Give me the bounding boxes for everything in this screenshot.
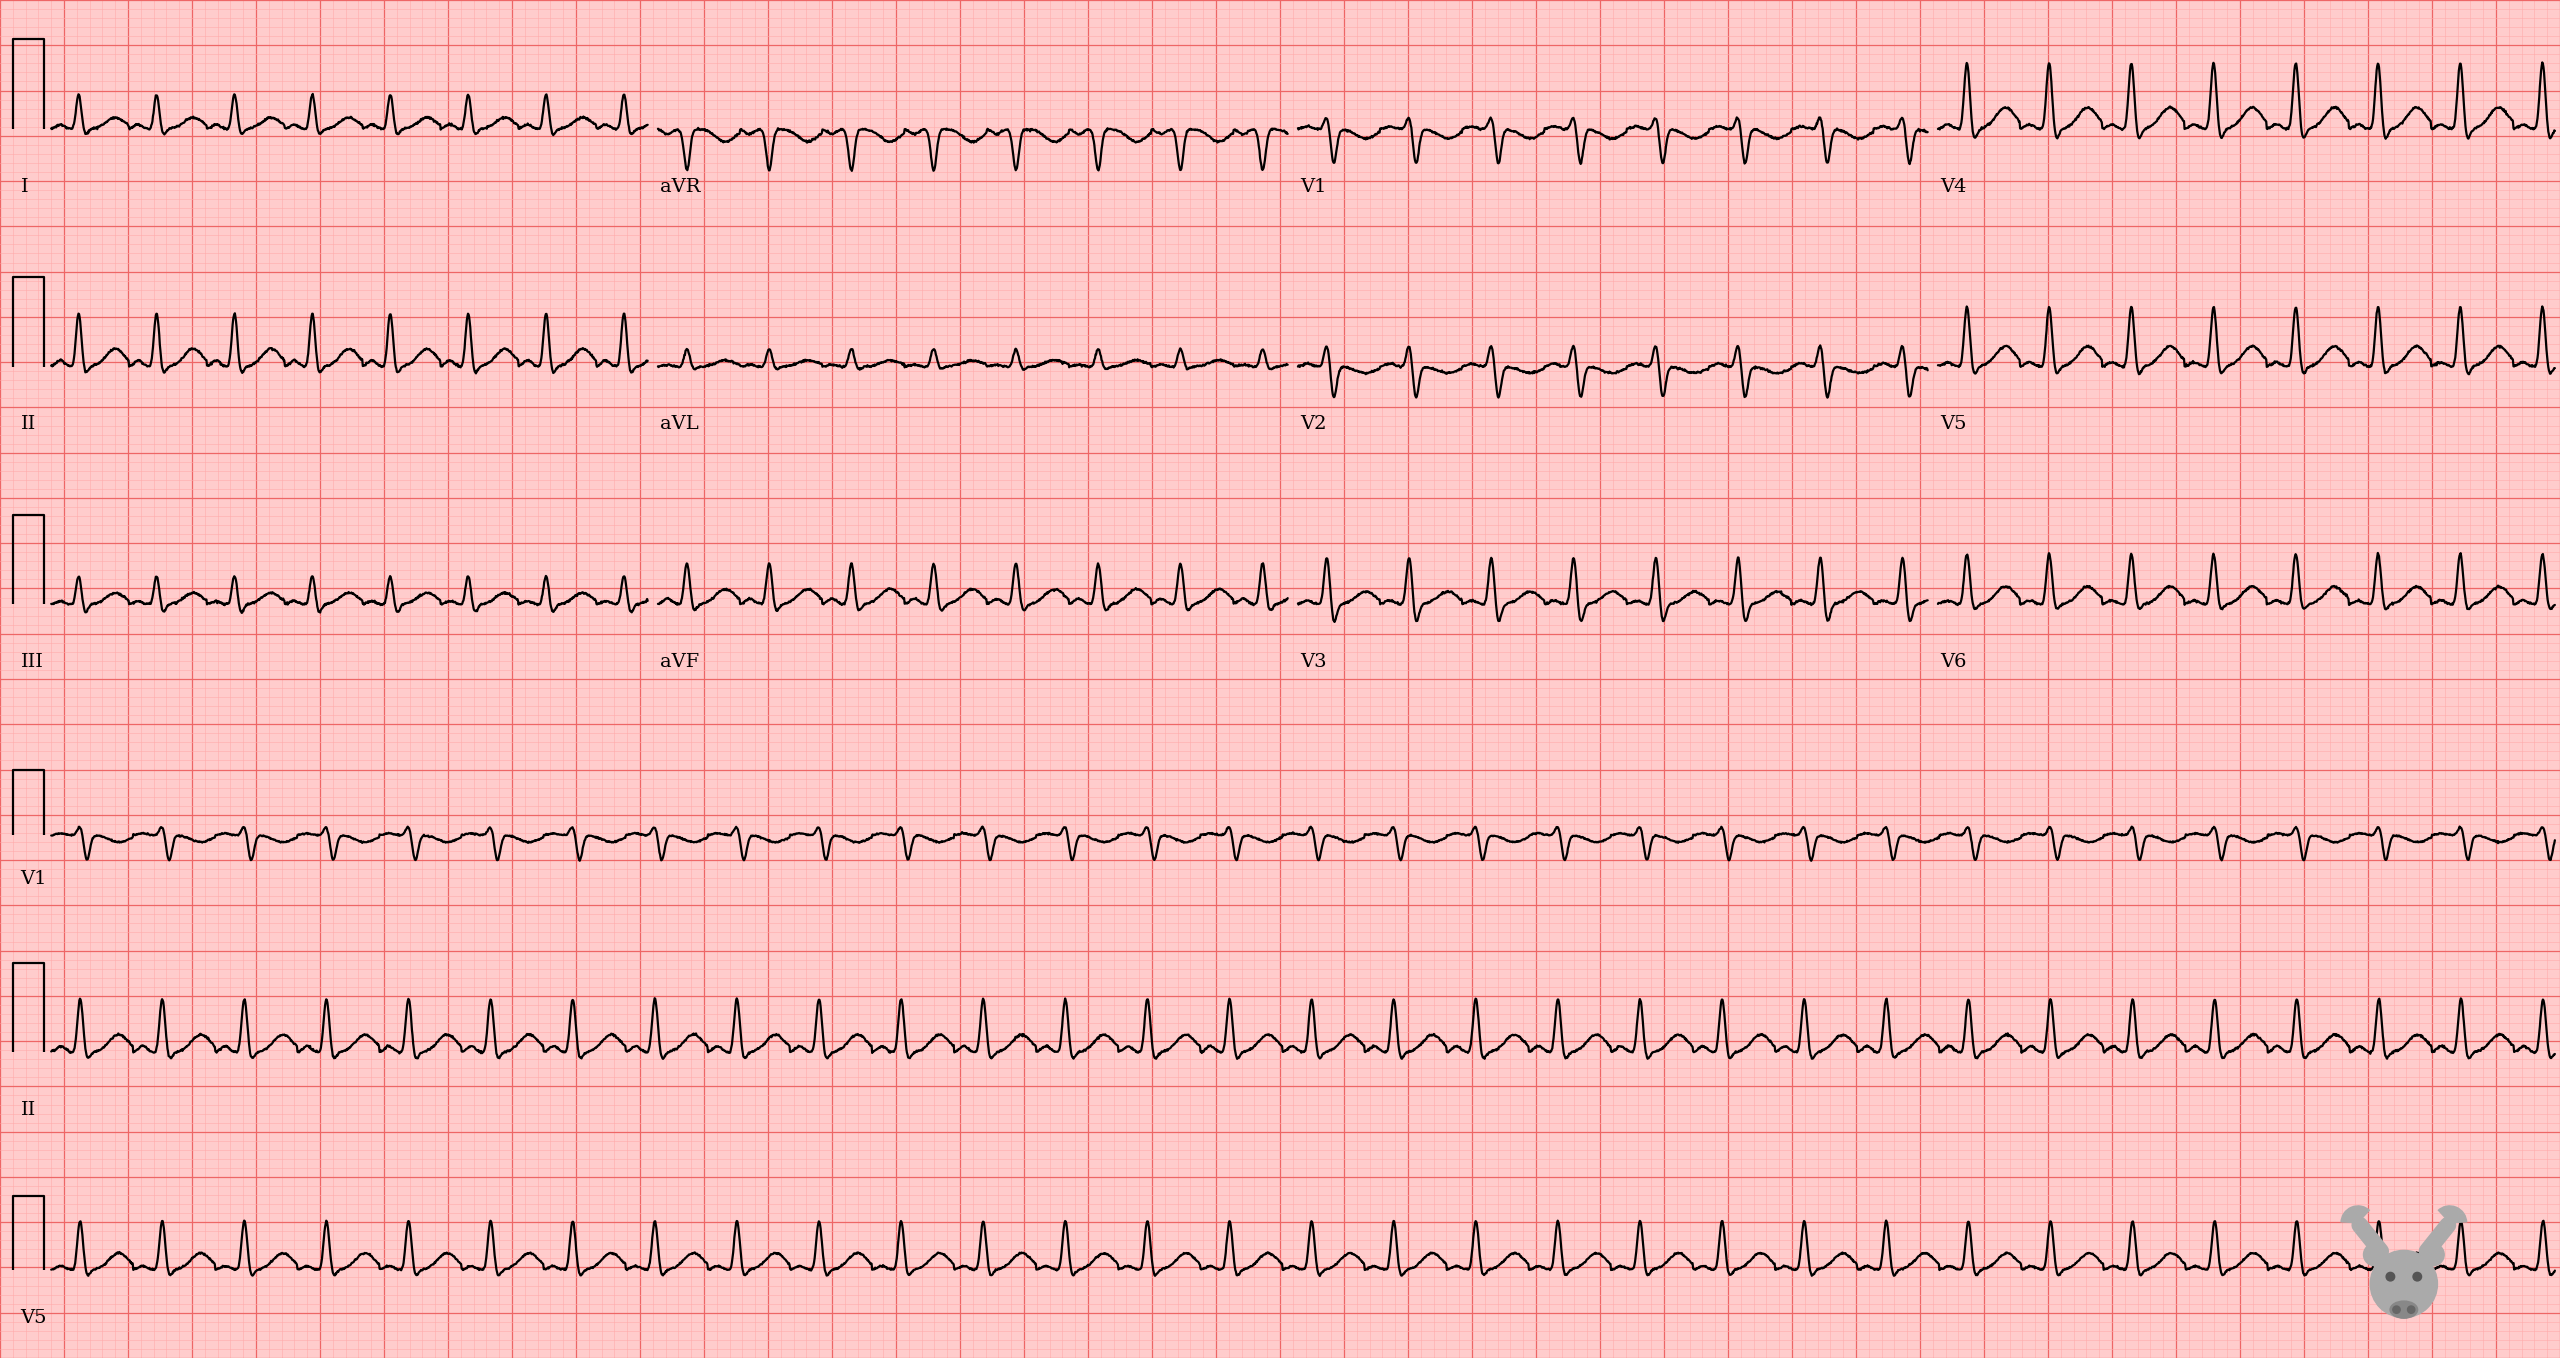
Text: aVF: aVF [660, 653, 699, 671]
Circle shape [2422, 1244, 2445, 1266]
Circle shape [2394, 1306, 2401, 1313]
Ellipse shape [2391, 1301, 2417, 1319]
Text: V5: V5 [1940, 416, 1966, 433]
Text: V6: V6 [1940, 653, 1966, 671]
Circle shape [2414, 1272, 2422, 1281]
Circle shape [2363, 1244, 2386, 1266]
Text: V3: V3 [1300, 653, 1326, 671]
Text: aVR: aVR [660, 178, 701, 196]
Text: V1: V1 [20, 870, 46, 888]
Circle shape [2406, 1306, 2414, 1313]
Text: II: II [20, 1101, 36, 1119]
Circle shape [2386, 1272, 2394, 1281]
Text: V4: V4 [1940, 178, 1966, 196]
Text: V2: V2 [1300, 416, 1326, 433]
Text: aVL: aVL [660, 416, 699, 433]
FancyArrowPatch shape [2360, 1225, 2381, 1251]
Circle shape [2371, 1251, 2437, 1317]
FancyArrowPatch shape [2427, 1225, 2447, 1251]
Text: V1: V1 [1300, 178, 1326, 196]
Text: III: III [20, 653, 44, 671]
Text: I: I [20, 178, 28, 196]
Text: V5: V5 [20, 1309, 46, 1328]
Text: II: II [20, 416, 36, 433]
